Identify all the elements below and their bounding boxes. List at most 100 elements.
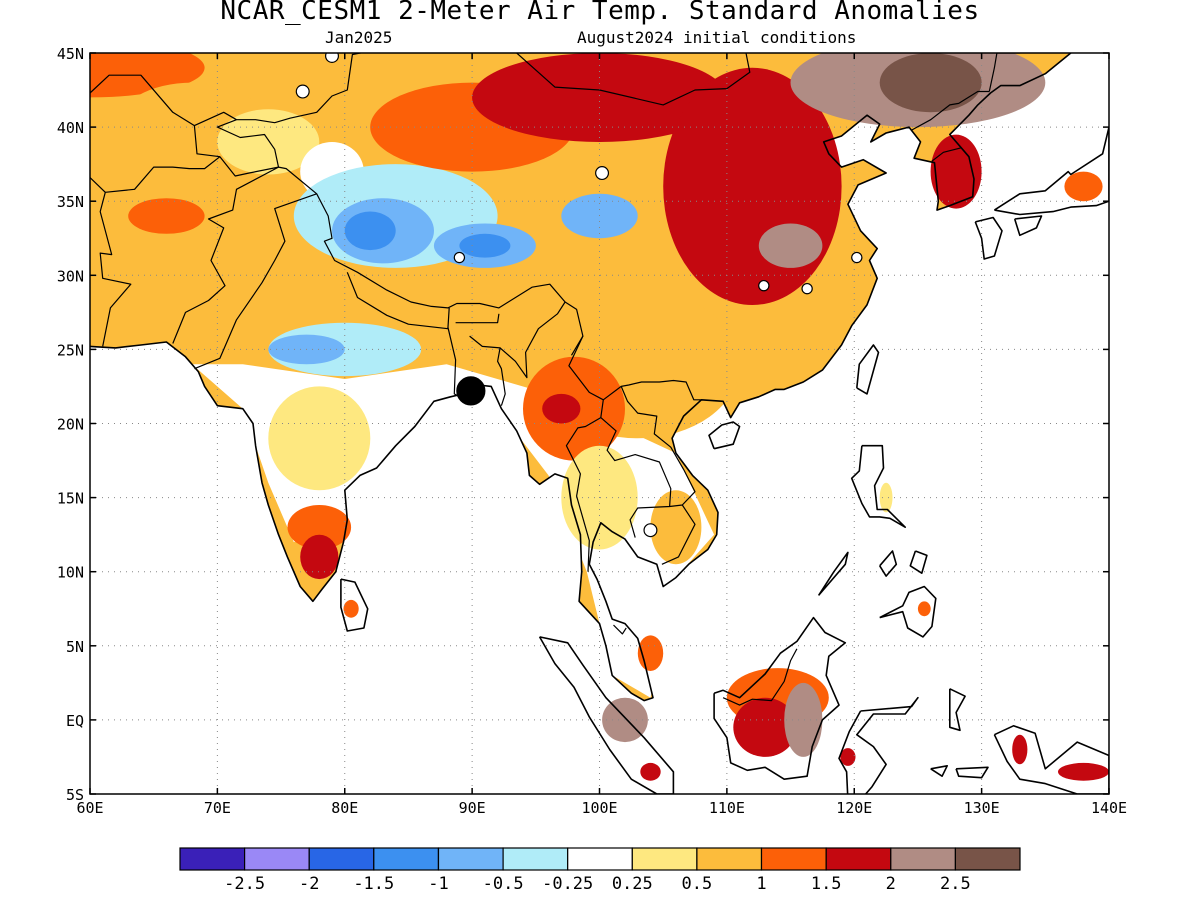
country-border (90, 74, 195, 127)
country-border (346, 272, 450, 330)
anomaly-patch (287, 505, 352, 550)
chart-title: NCAR_CESM1 2-Meter Air Temp. Standard An… (220, 0, 980, 26)
anomaly-patch (640, 762, 661, 781)
anomaly-patch (879, 53, 982, 113)
coastline (930, 765, 948, 777)
colorbar-label: 0.25 (612, 874, 653, 894)
colorbar-swatch (308, 847, 375, 871)
anomaly-patch (268, 386, 371, 491)
coastline (1013, 215, 1043, 237)
coastline (708, 421, 741, 450)
colorbar-swatch (696, 847, 763, 871)
colorbar-swatch (825, 847, 892, 871)
lat-tick-label: 45N (57, 45, 84, 63)
lon-tick-label: 100E (581, 799, 617, 817)
colorbar-swatch (179, 847, 246, 871)
anomaly-patch (784, 682, 823, 757)
initial-conditions-label: August2024 initial conditions (577, 28, 857, 47)
country-border (216, 53, 364, 168)
colorbar-swatch (373, 847, 439, 871)
lon-tick-label: 60E (76, 799, 103, 817)
coastline (879, 585, 937, 638)
lat-tick-label: 20N (57, 416, 84, 434)
coastline (949, 688, 966, 732)
anomaly-patch (879, 482, 893, 513)
lake-outline (758, 279, 770, 292)
anomaly-patch (217, 109, 320, 175)
country-border (514, 53, 751, 106)
lat-tick-label: 5N (66, 638, 84, 656)
coastline (879, 550, 898, 577)
country-border (194, 193, 317, 370)
anomaly-patch (840, 748, 856, 766)
lon-tick-label: 140E (1091, 799, 1127, 817)
country-border (105, 156, 279, 193)
country-border (570, 335, 584, 356)
lake-outline (851, 251, 863, 264)
country-border (931, 147, 962, 162)
island-base-fill (851, 445, 906, 528)
lon-tick-label: 130E (964, 799, 1000, 817)
colorbar-swatch (244, 847, 310, 871)
country-border (499, 301, 566, 379)
colorbar-label: 1.5 (811, 874, 842, 894)
anomaly-patch (472, 53, 727, 142)
lon-tick-label: 120E (836, 799, 872, 817)
anomaly-patch (930, 134, 982, 209)
colorbar-swatch (437, 847, 504, 871)
country-border (455, 313, 500, 324)
anomaly-patch (128, 198, 205, 234)
colorbar-swatch (502, 847, 569, 871)
colorbar: -2.5 -2 -1.5 -1 -0.5 -0.25 0.25 0.5 1 1.5 2 2.5 (179, 847, 1021, 894)
anomaly-patch (459, 233, 511, 258)
lake-outline (801, 282, 813, 295)
country-border (826, 0, 886, 28)
lat-tick-label: EQ (66, 712, 84, 730)
lon-tick-label: 110E (709, 799, 745, 817)
lat-tick-label: 10N (57, 564, 84, 582)
country-border (661, 504, 696, 565)
island-base-fill (839, 697, 918, 794)
country-border (988, 53, 1020, 92)
lon-tick-label: 70E (204, 799, 231, 817)
lat-tick-label: 25N (57, 341, 84, 359)
country-border (172, 166, 279, 344)
colorbar-label: 1 (756, 874, 766, 894)
country-border (722, 648, 798, 706)
colorbar-label: -2 (299, 874, 319, 894)
colorbar-swatch (760, 847, 827, 871)
anomaly-patch (1064, 171, 1103, 202)
lake-outline (595, 166, 610, 181)
colorbar-label: -1 (428, 874, 448, 894)
country-border (600, 417, 672, 538)
coastline (993, 725, 1109, 794)
coastline (90, 53, 1072, 702)
coastline (817, 551, 849, 596)
coastline (850, 444, 906, 528)
country-border (613, 624, 627, 635)
country-border (99, 192, 132, 347)
lake-outline (643, 523, 658, 538)
lon-tick-label: 90E (459, 799, 486, 817)
coastline (909, 550, 928, 574)
anomaly-patch (1012, 734, 1028, 765)
anomaly-patch (542, 393, 581, 424)
coastline (856, 344, 880, 395)
coastline (955, 766, 989, 779)
anomaly-patch (343, 599, 359, 618)
colorbar-label: 0.5 (682, 874, 713, 894)
lake-outline (456, 376, 486, 406)
coastline (538, 636, 675, 794)
anomaly-patch (561, 193, 638, 239)
colorbar-swatch (631, 847, 698, 871)
axis-ticks: 60E 70E 80E 90E 100E 110E 120E 130E 140E 45N 40N 35… (57, 45, 1127, 817)
coastline-layer (90, 0, 1109, 794)
colorbar-label: -1.5 (353, 874, 394, 894)
country-border (620, 386, 696, 508)
lat-tick-label: 30N (57, 267, 84, 285)
lake-outline (453, 251, 466, 264)
colorbar-label: 2.5 (940, 874, 971, 894)
colorbar-swatch (954, 847, 1021, 871)
coastline (993, 126, 1109, 216)
